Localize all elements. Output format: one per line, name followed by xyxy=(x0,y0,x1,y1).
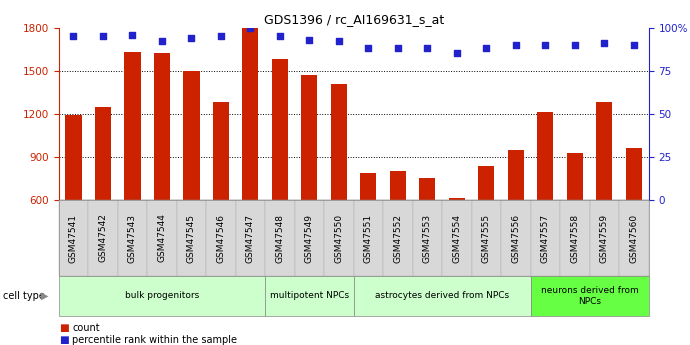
Point xyxy=(333,39,344,44)
Bar xyxy=(478,166,495,200)
Bar xyxy=(390,171,406,200)
Bar xyxy=(448,198,465,200)
Text: neurons derived from
NPCs: neurons derived from NPCs xyxy=(541,286,638,306)
Point xyxy=(157,39,168,44)
Text: GSM47554: GSM47554 xyxy=(453,214,462,263)
Point xyxy=(127,32,138,37)
Bar xyxy=(272,59,288,200)
Bar xyxy=(360,173,377,200)
Point xyxy=(599,40,610,46)
Point xyxy=(304,37,315,42)
Point xyxy=(569,42,580,48)
Bar xyxy=(596,102,613,200)
Point xyxy=(451,51,462,56)
Text: GSM47559: GSM47559 xyxy=(600,214,609,263)
Text: GSM47547: GSM47547 xyxy=(246,214,255,263)
Bar xyxy=(213,102,229,200)
Title: GDS1396 / rc_AI169631_s_at: GDS1396 / rc_AI169631_s_at xyxy=(264,13,444,27)
Bar xyxy=(302,75,317,200)
Point xyxy=(97,33,108,39)
Bar xyxy=(95,107,111,200)
Text: GSM47548: GSM47548 xyxy=(275,214,284,263)
Bar xyxy=(66,115,81,200)
Point xyxy=(511,42,522,48)
Bar xyxy=(566,152,583,200)
Text: bulk progenitors: bulk progenitors xyxy=(125,291,199,300)
Text: GSM47556: GSM47556 xyxy=(511,214,520,263)
Bar xyxy=(242,28,259,200)
Text: ■: ■ xyxy=(59,323,68,333)
Point xyxy=(215,33,226,39)
Text: ■: ■ xyxy=(59,335,68,345)
Text: GSM47549: GSM47549 xyxy=(305,214,314,263)
Text: GSM47546: GSM47546 xyxy=(217,214,226,263)
Text: GSM47553: GSM47553 xyxy=(423,214,432,263)
Text: ▶: ▶ xyxy=(41,291,48,301)
Bar xyxy=(184,71,199,200)
Point xyxy=(422,46,433,51)
Text: GSM47557: GSM47557 xyxy=(541,214,550,263)
Text: cell type: cell type xyxy=(3,291,46,301)
Point xyxy=(481,46,492,51)
Text: GSM47551: GSM47551 xyxy=(364,214,373,263)
Point xyxy=(393,46,404,51)
Bar xyxy=(331,83,347,200)
Text: GSM47552: GSM47552 xyxy=(393,214,402,263)
Text: GSM47542: GSM47542 xyxy=(99,214,108,263)
Point xyxy=(540,42,551,48)
Text: GSM47560: GSM47560 xyxy=(629,214,638,263)
Point xyxy=(275,33,286,39)
Text: GSM47544: GSM47544 xyxy=(157,214,166,263)
Text: GSM47550: GSM47550 xyxy=(335,214,344,263)
Bar xyxy=(124,52,141,200)
Bar xyxy=(508,150,524,200)
Text: GSM47558: GSM47558 xyxy=(571,214,580,263)
Text: astrocytes derived from NPCs: astrocytes derived from NPCs xyxy=(375,291,509,300)
Text: percentile rank within the sample: percentile rank within the sample xyxy=(72,335,237,345)
Point xyxy=(245,25,256,30)
Text: GSM47543: GSM47543 xyxy=(128,214,137,263)
Bar xyxy=(154,53,170,200)
Bar xyxy=(420,178,435,200)
Text: multipotent NPCs: multipotent NPCs xyxy=(270,291,349,300)
Point xyxy=(629,42,640,48)
Point xyxy=(68,33,79,39)
Point xyxy=(363,46,374,51)
Text: count: count xyxy=(72,323,100,333)
Text: GSM47541: GSM47541 xyxy=(69,214,78,263)
Text: GSM47555: GSM47555 xyxy=(482,214,491,263)
Text: GSM47545: GSM47545 xyxy=(187,214,196,263)
Bar xyxy=(626,148,642,200)
Point xyxy=(186,35,197,41)
Bar xyxy=(538,112,553,200)
